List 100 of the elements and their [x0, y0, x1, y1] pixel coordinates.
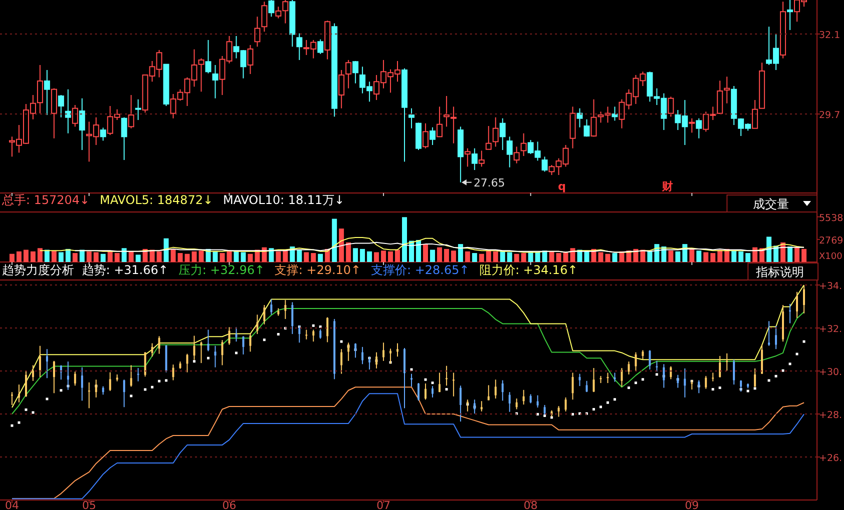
candlestick [492, 116, 499, 148]
bar [605, 254, 610, 262]
bar [268, 248, 274, 262]
bar [528, 251, 534, 262]
bar [619, 251, 624, 262]
bar [444, 248, 450, 262]
candlestick [74, 371, 76, 386]
text: 指标说明 [755, 265, 804, 279]
candlestick [410, 373, 413, 388]
candlestick [704, 375, 707, 390]
bar [794, 247, 800, 262]
candlestick [72, 104, 78, 128]
bar [738, 251, 744, 262]
candlestick [464, 148, 471, 168]
candlestick [396, 342, 398, 358]
bar [556, 253, 562, 262]
bar [212, 251, 218, 262]
candlestick [576, 108, 583, 128]
bar [86, 251, 92, 262]
bar [535, 252, 540, 262]
candlestick [634, 352, 637, 372]
candlestick [312, 329, 314, 342]
candlestick [172, 364, 174, 381]
bar [240, 252, 246, 262]
bar [731, 250, 736, 262]
text: X100 [819, 252, 843, 262]
candlestick [221, 340, 224, 366]
bar [94, 252, 99, 262]
candlestick [340, 348, 342, 374]
x-tick-label: 09 [684, 499, 699, 510]
candlestick [478, 150, 485, 168]
bar [24, 250, 29, 262]
candlestick [774, 325, 777, 350]
candlestick [291, 302, 294, 335]
candlestick [158, 336, 160, 354]
y-tick-label: 29.7 [819, 110, 840, 121]
candlestick [317, 38, 324, 54]
bar [612, 253, 618, 262]
candlestick [536, 394, 539, 408]
bar [689, 248, 694, 262]
candlestick [205, 40, 212, 74]
candlestick [592, 367, 595, 393]
candlestick [242, 336, 244, 355]
bar [745, 253, 750, 262]
bar [234, 251, 239, 262]
candlestick [382, 342, 384, 362]
bar [66, 248, 71, 262]
bar [192, 251, 197, 262]
bar [352, 248, 358, 262]
candlestick [486, 126, 492, 150]
candlestick [53, 360, 56, 394]
candlestick [228, 326, 230, 346]
bar [184, 254, 190, 262]
bar [318, 254, 323, 262]
candlestick [530, 394, 532, 404]
bar [374, 252, 379, 262]
candlestick [572, 372, 574, 400]
candlestick [444, 96, 450, 128]
bar [58, 252, 64, 262]
candlestick [424, 382, 427, 400]
candlestick [186, 353, 188, 373]
candlestick [256, 314, 258, 335]
candlestick [718, 355, 721, 378]
candlestick [58, 94, 64, 118]
candlestick [193, 335, 196, 360]
candlestick [803, 284, 805, 314]
candlestick [270, 298, 272, 316]
bar [128, 251, 134, 262]
bar [394, 250, 400, 262]
bar [198, 250, 204, 262]
candlestick [480, 400, 483, 412]
bar [451, 250, 456, 262]
series-label: 阻力价: +34.16↑ [479, 263, 578, 277]
candlestick [247, 44, 254, 74]
candlestick [796, 291, 798, 318]
candlestick [754, 368, 756, 388]
candlestick [732, 358, 735, 386]
candlestick [137, 367, 140, 382]
text: 支撑价: +28.65↑ [370, 263, 470, 277]
bar [479, 254, 484, 262]
candlestick [235, 326, 238, 342]
line-series [12, 284, 804, 408]
bar [122, 248, 127, 262]
candlestick [430, 126, 436, 146]
text: 趋势: +31.66↑ [82, 263, 168, 277]
candlestick [100, 127, 106, 142]
candlestick [668, 96, 674, 118]
candlestick [268, 0, 274, 18]
bar [563, 252, 568, 262]
bar [16, 251, 22, 262]
bar [388, 251, 393, 262]
bar [170, 248, 176, 262]
bar [100, 254, 106, 262]
candlestick [586, 380, 588, 393]
candlestick [716, 80, 723, 114]
bar [220, 253, 225, 262]
candlestick [39, 345, 42, 378]
candlestick [564, 396, 567, 412]
candlestick [438, 372, 441, 393]
bar [472, 253, 478, 262]
